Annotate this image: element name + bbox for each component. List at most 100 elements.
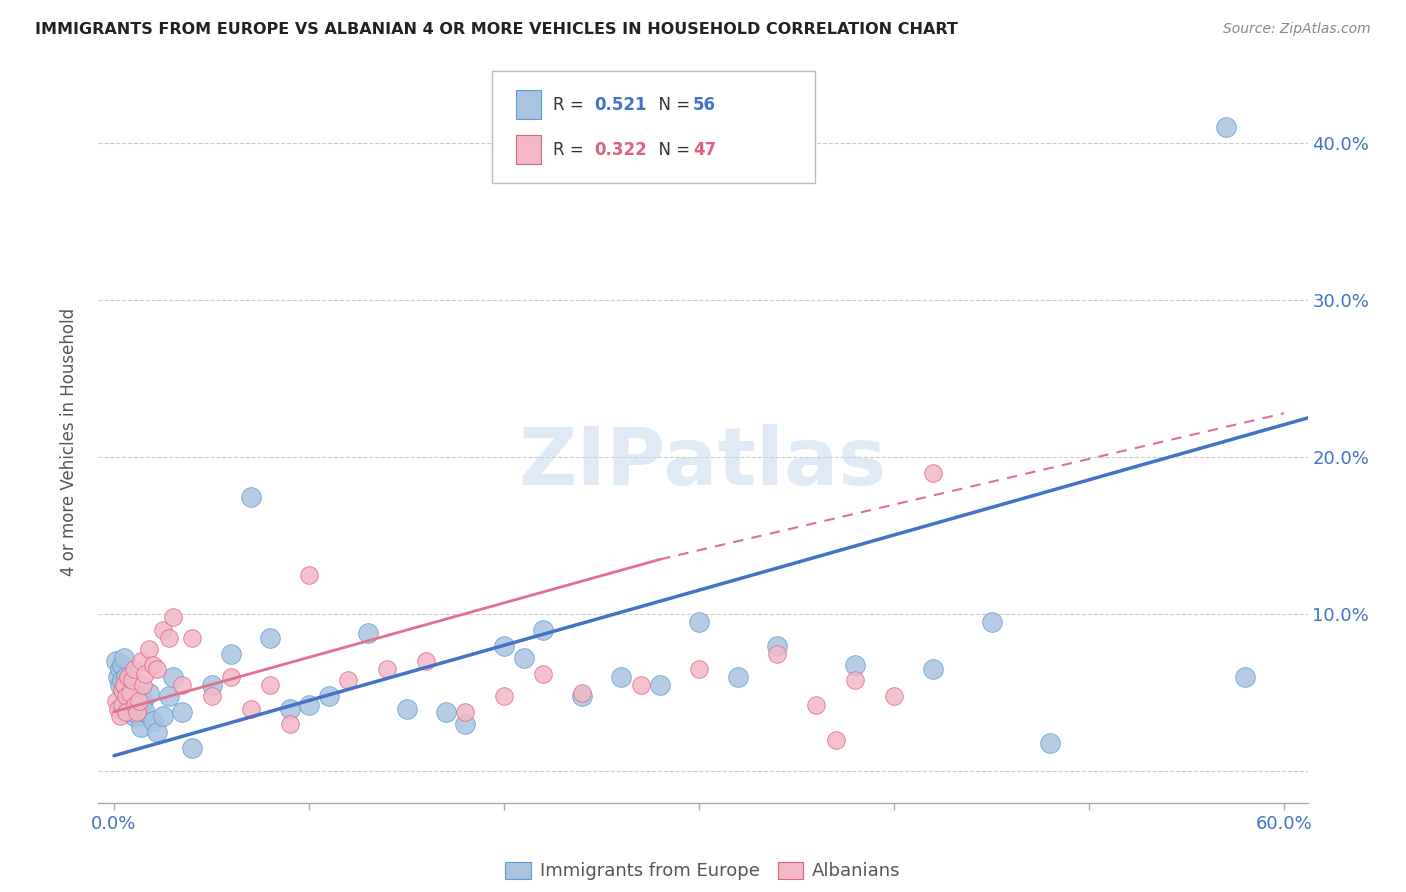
Point	[434, 705, 457, 719]
Point	[415, 655, 437, 669]
Point	[162, 610, 184, 624]
Point	[117, 698, 139, 713]
Point	[122, 662, 145, 676]
Point	[138, 686, 160, 700]
Point	[172, 705, 194, 719]
Point	[454, 705, 477, 719]
Text: 56: 56	[693, 95, 716, 113]
Point	[127, 701, 149, 715]
Point	[107, 701, 129, 715]
Point	[766, 639, 789, 653]
Point	[844, 673, 866, 688]
Point	[1234, 670, 1257, 684]
Point	[122, 686, 145, 700]
Y-axis label: 4 or more Vehicles in Household: 4 or more Vehicles in Household	[59, 308, 77, 575]
Point	[118, 686, 141, 700]
Point	[395, 701, 418, 715]
Point	[219, 647, 242, 661]
Text: R =: R =	[553, 95, 589, 113]
Point	[114, 689, 136, 703]
Point	[172, 678, 194, 692]
Point	[531, 623, 554, 637]
Point	[883, 689, 905, 703]
Point	[112, 651, 135, 665]
Point	[121, 705, 143, 719]
Point	[107, 670, 129, 684]
Point	[111, 673, 134, 688]
Text: ZIPatlas: ZIPatlas	[519, 425, 887, 502]
Point	[108, 709, 131, 723]
Text: N =: N =	[648, 141, 696, 159]
Text: 47: 47	[693, 141, 717, 159]
Point	[219, 670, 242, 684]
Point	[111, 698, 134, 713]
Legend: Immigrants from Europe, Albanians: Immigrants from Europe, Albanians	[498, 855, 908, 888]
Point	[278, 717, 301, 731]
Point	[117, 670, 139, 684]
Point	[571, 689, 593, 703]
Point	[142, 657, 165, 672]
Point	[112, 686, 135, 700]
Point	[239, 701, 262, 715]
Point	[356, 626, 378, 640]
Text: 0.322: 0.322	[595, 141, 648, 159]
Point	[494, 689, 516, 703]
Point	[1039, 736, 1062, 750]
Point	[512, 651, 534, 665]
Point	[152, 709, 174, 723]
Point	[980, 615, 1002, 630]
Text: 0.521: 0.521	[595, 95, 647, 113]
Point	[132, 678, 155, 692]
Text: R =: R =	[553, 141, 589, 159]
Point	[804, 698, 827, 713]
Text: N =: N =	[648, 95, 696, 113]
Point	[121, 673, 143, 688]
Point	[104, 655, 127, 669]
Point	[259, 678, 281, 692]
Point	[138, 641, 160, 656]
Point	[766, 647, 789, 661]
Point	[157, 631, 180, 645]
Point	[127, 705, 149, 719]
Point	[1215, 120, 1237, 135]
Point	[571, 686, 593, 700]
Point	[146, 725, 169, 739]
Point	[108, 662, 131, 676]
Point	[142, 714, 165, 728]
Point	[610, 670, 633, 684]
Point	[128, 694, 150, 708]
Point	[124, 698, 146, 713]
Point	[375, 662, 398, 676]
Point	[494, 639, 516, 653]
Point	[112, 678, 135, 692]
Point	[134, 667, 156, 681]
Point	[162, 670, 184, 684]
Point	[688, 615, 710, 630]
Point	[114, 689, 136, 703]
Point	[824, 733, 846, 747]
Point	[108, 678, 131, 692]
Point	[239, 490, 262, 504]
Point	[114, 670, 136, 684]
Point	[104, 694, 127, 708]
Point	[134, 705, 156, 719]
Point	[454, 717, 477, 731]
Point	[111, 657, 134, 672]
Point	[200, 689, 222, 703]
Point	[118, 694, 141, 708]
Point	[278, 701, 301, 715]
Point	[122, 709, 145, 723]
Text: Source: ZipAtlas.com: Source: ZipAtlas.com	[1223, 22, 1371, 37]
Point	[131, 720, 153, 734]
Point	[132, 694, 155, 708]
Point	[152, 623, 174, 637]
Point	[727, 670, 749, 684]
Point	[146, 662, 169, 676]
Point	[630, 678, 652, 692]
Point	[124, 701, 146, 715]
Point	[648, 678, 671, 692]
Point	[531, 667, 554, 681]
Point	[922, 466, 945, 480]
Point	[844, 657, 866, 672]
Point	[259, 631, 281, 645]
